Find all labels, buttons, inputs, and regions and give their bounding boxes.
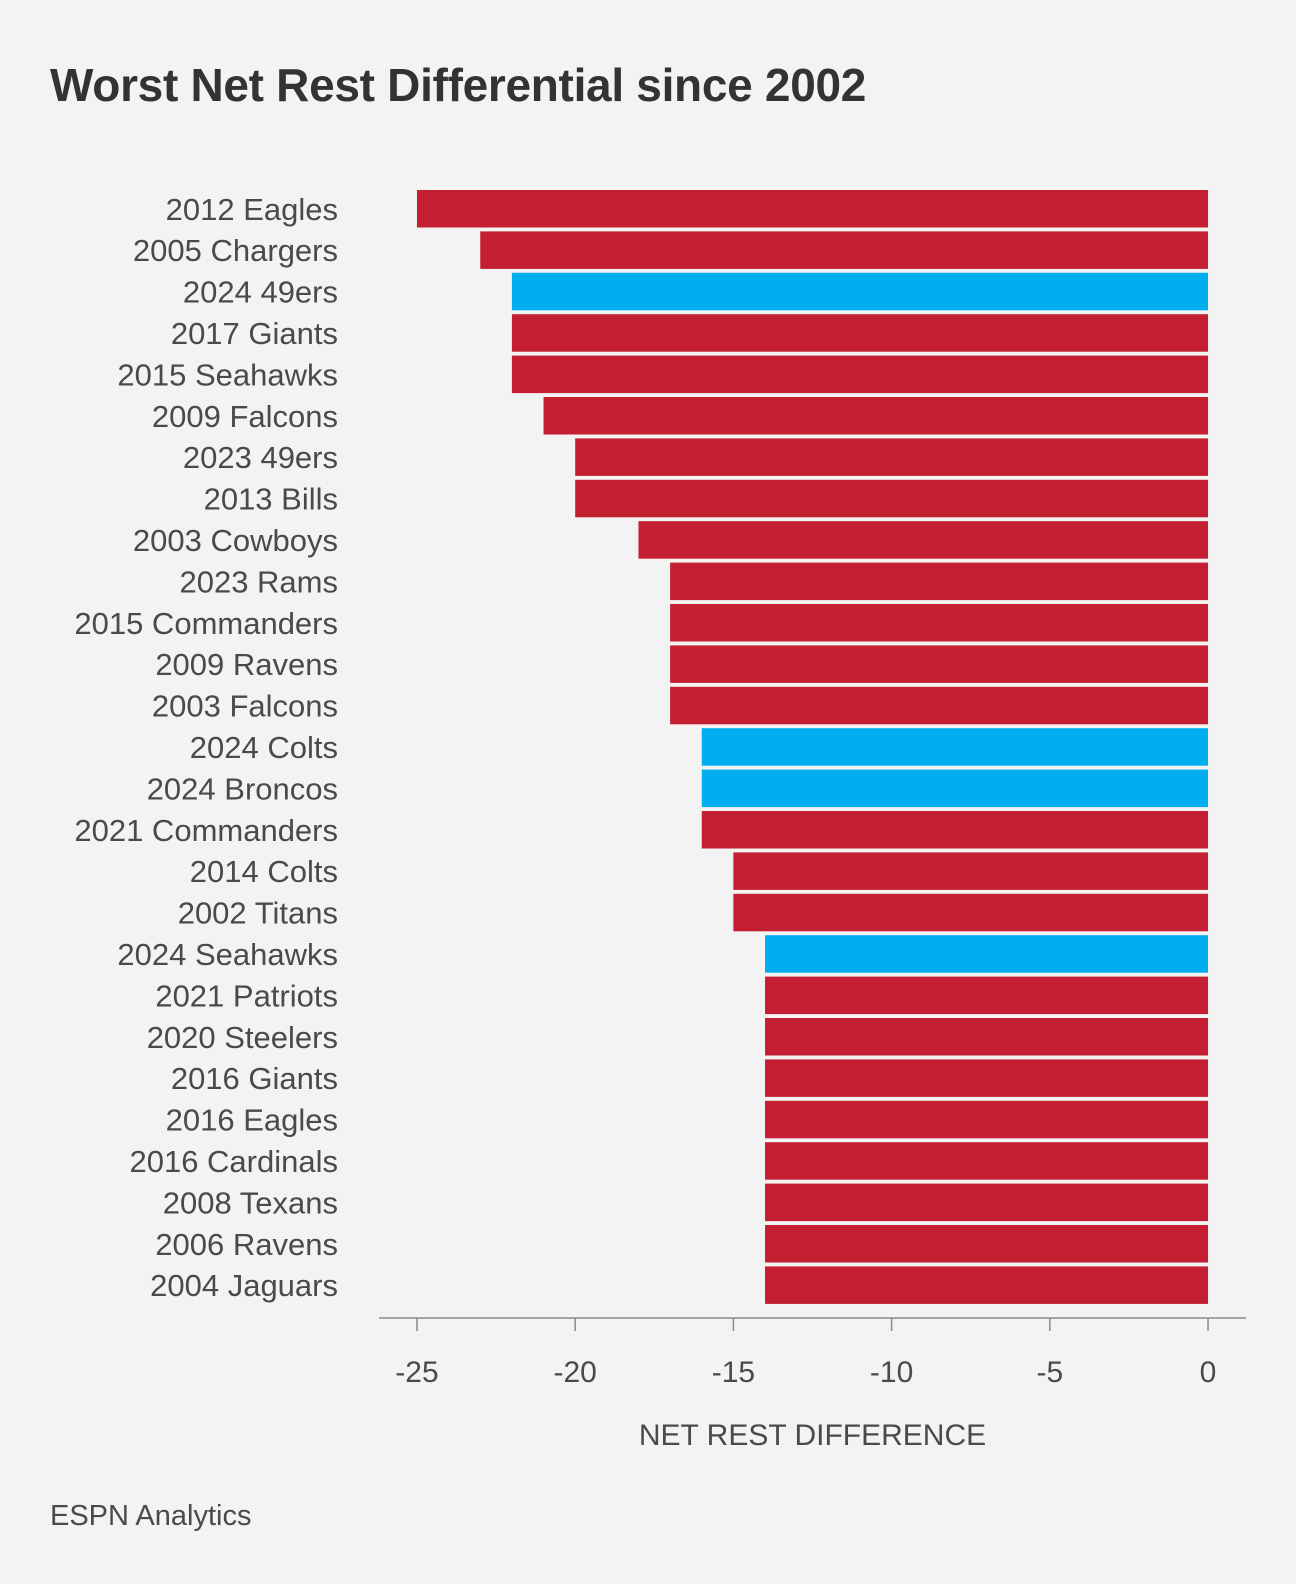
x-tick-label: -25: [395, 1356, 438, 1389]
bars-group: [416, 190, 1209, 1304]
bar: [670, 686, 1209, 725]
bar: [765, 1018, 1209, 1056]
bar: [416, 190, 1209, 228]
x-tick-label: -10: [870, 1356, 913, 1389]
category-label: 2024 Broncos: [147, 771, 338, 806]
category-label: 2014 Colts: [190, 854, 338, 889]
category-label: 2023 49ers: [183, 440, 338, 475]
bar: [765, 1142, 1209, 1180]
category-label: 2020 Steelers: [147, 1020, 338, 1055]
bar: [765, 976, 1209, 1015]
category-labels: 2012 Eagles 2005 Chargers 2024 49ers 2017 G…: [74, 192, 338, 1303]
bar: [670, 562, 1209, 601]
category-label: 2006 Ravens: [155, 1227, 338, 1262]
x-axis-ticks: -25 -20 -15 -10 -5 0: [395, 1318, 1216, 1389]
bar: [733, 852, 1209, 890]
category-label: 2024 Colts: [190, 730, 338, 765]
category-label: 2015 Seahawks: [117, 357, 338, 392]
category-label: 2017 Giants: [171, 316, 338, 351]
category-label: 2016 Eagles: [166, 1103, 338, 1138]
bar: [765, 935, 1209, 973]
category-label: 2012 Eagles: [166, 192, 338, 227]
category-label: 2021 Patriots: [155, 978, 338, 1013]
category-label: 2013 Bills: [204, 482, 338, 517]
bar: [575, 438, 1209, 476]
x-tick-label: -15: [712, 1356, 755, 1389]
bar: [511, 314, 1209, 352]
category-label: 2005 Chargers: [133, 233, 338, 268]
category-label: 2024 49ers: [183, 275, 338, 310]
category-label: 2015 Commanders: [74, 606, 338, 641]
bar: [701, 811, 1209, 849]
bar: [765, 1225, 1209, 1263]
x-tick-label: 0: [1200, 1356, 1217, 1389]
category-label: 2003 Falcons: [152, 689, 338, 724]
bar: [480, 231, 1209, 269]
category-label: 2016 Cardinals: [129, 1144, 338, 1179]
category-label: 2021 Commanders: [74, 813, 338, 848]
bar: [733, 893, 1209, 932]
bar: [765, 1266, 1209, 1304]
chart-title: Worst Net Rest Differential since 2002: [50, 59, 867, 111]
category-label: 2016 Giants: [171, 1061, 338, 1096]
category-label: 2023 Rams: [179, 564, 338, 599]
x-axis-title: NET REST DIFFERENCE: [639, 1419, 986, 1452]
category-label: 2002 Titans: [178, 896, 338, 931]
bar: [638, 521, 1209, 559]
bar: [543, 397, 1209, 435]
x-tick-label: -20: [554, 1356, 597, 1389]
bar: [575, 479, 1209, 518]
x-tick-label: -5: [1036, 1356, 1063, 1389]
bar: [670, 604, 1209, 642]
category-label: 2024 Seahawks: [117, 937, 338, 972]
bar: [765, 1059, 1209, 1097]
bar: [765, 1183, 1209, 1222]
bar: [670, 645, 1209, 683]
category-label: 2003 Cowboys: [133, 523, 338, 558]
source-credit: ESPN Analytics: [50, 1500, 252, 1532]
bar: [701, 769, 1209, 808]
category-label: 2008 Texans: [163, 1185, 338, 1220]
category-label: 2009 Falcons: [152, 399, 338, 434]
bar: [511, 272, 1209, 311]
bar: [701, 728, 1209, 766]
bar: [511, 355, 1209, 394]
category-label: 2004 Jaguars: [150, 1268, 338, 1303]
category-label: 2009 Ravens: [155, 647, 338, 682]
bar: [765, 1100, 1209, 1139]
